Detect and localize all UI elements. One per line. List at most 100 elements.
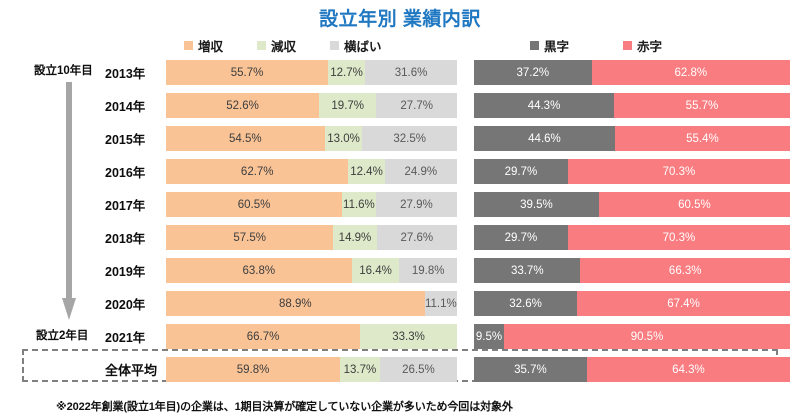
bar-segment-減収: 11.6% — [342, 192, 376, 217]
bar-segment-横ばい: 24.9% — [384, 159, 457, 184]
bar-segment-黒字: 44.6% — [474, 126, 615, 151]
bar-segment-黒字: 44.3% — [474, 93, 614, 118]
bar-segment-横ばい: 26.5% — [379, 357, 457, 382]
row-category-label: 2013年 — [105, 67, 146, 81]
bar-segment-増収: 54.5% — [166, 126, 325, 151]
stacked-bar-profit[interactable]: 44.6% 55.4% — [474, 126, 790, 151]
stacked-bar-revenue[interactable]: 54.5% 13.0% 32.5% — [166, 126, 457, 151]
chart-row: 2016年 62.7% 12.4% 24.9% 29.7% 70.3% — [0, 155, 800, 188]
bar-segment-減収: 12.4% — [348, 159, 385, 184]
legend-left: 増収 減収 横ばい — [184, 36, 464, 55]
chart-row: 全体平均 59.8% 13.7% 26.5% 35.7% 64.3% — [0, 353, 800, 386]
row-category-label: 2018年 — [105, 232, 146, 246]
axis-bottom-label: 設立2年目 — [30, 327, 88, 343]
stacked-bar-revenue[interactable]: 60.5% 11.6% 27.9% — [166, 192, 457, 217]
stacked-bar-profit[interactable]: 35.7% 64.3% — [474, 357, 790, 382]
down-arrow-icon — [62, 82, 76, 320]
legend-item-label: 赤字 — [637, 40, 663, 54]
bar-segment-赤字: 70.3% — [567, 159, 790, 184]
chart-row: 2021年 66.7% 33.3% 9.5% 90.5% — [0, 320, 800, 353]
legend-item-黒字[interactable]: 黒字 — [530, 36, 569, 55]
bar-segment-横ばい: 19.8% — [399, 258, 457, 283]
row-category-label: 2021年 — [105, 331, 146, 345]
square-swatch-icon — [330, 41, 340, 50]
bar-segment-赤字: 67.4% — [577, 291, 790, 316]
legend-item-横ばい[interactable]: 横ばい — [330, 36, 382, 55]
bar-segment-横ばい: 31.6% — [365, 60, 457, 85]
chart-rows: 2013年 55.7% 12.7% 31.6% 37.2% 62.8% 2014年 52.6%… — [0, 56, 800, 386]
bar-segment-黒字: 33.7% — [474, 258, 581, 283]
stacked-bar-revenue[interactable]: 59.8% 13.7% 26.5% — [166, 357, 457, 382]
legend-item-赤字[interactable]: 赤字 — [623, 36, 662, 55]
legend-right: 黒字 赤字 — [530, 36, 780, 55]
stacked-bar-revenue[interactable]: 63.8% 16.4% 19.8% — [166, 258, 457, 283]
bar-segment-赤字: 64.3% — [586, 357, 790, 382]
square-swatch-icon — [257, 41, 267, 50]
bar-segment-減収: 16.4% — [351, 258, 400, 283]
square-swatch-icon — [530, 41, 539, 50]
square-swatch-icon — [184, 41, 193, 50]
row-category-label: 2014年 — [105, 100, 146, 114]
stacked-bar-revenue[interactable]: 55.7% 12.7% 31.6% — [166, 60, 457, 85]
row-category-label: 2019年 — [105, 265, 146, 279]
chart-row: 2017年 60.5% 11.6% 27.9% 39.5% 60.5% — [0, 188, 800, 221]
bar-segment-赤字: 66.3% — [580, 258, 790, 283]
bar-segment-黒字: 9.5% — [474, 324, 505, 349]
bar-segment-減収: 12.7% — [328, 60, 366, 85]
bar-segment-増収: 57.5% — [166, 225, 334, 250]
row-category-label: 2015年 — [105, 133, 146, 147]
row-category-label: 2017年 — [105, 199, 146, 213]
page-title: 設立年別 業績内訳 — [319, 9, 481, 30]
bar-segment-増収: 88.9% — [166, 291, 425, 316]
bar-segment-増収: 55.7% — [166, 60, 329, 85]
stacked-bar-revenue[interactable]: 66.7% 33.3% — [166, 324, 457, 349]
row-category-label: 2016年 — [105, 166, 146, 180]
chart-row: 2015年 54.5% 13.0% 32.5% 44.6% 55.4% — [0, 122, 800, 155]
bar-segment-横ばい: 27.6% — [376, 225, 457, 250]
bar-segment-赤字: 60.5% — [598, 192, 790, 217]
chart-row: 2018年 57.5% 14.9% 27.6% 29.7% 70.3% — [0, 221, 800, 254]
row-category-label: 全体平均 — [105, 363, 158, 378]
bar-segment-横ばい: 11.1% — [424, 291, 457, 316]
bar-segment-黒字: 29.7% — [474, 159, 568, 184]
stacked-bar-profit[interactable]: 39.5% 60.5% — [474, 192, 790, 217]
stacked-bar-profit[interactable]: 9.5% 90.5% — [474, 324, 790, 349]
legend-item-label: 黒字 — [544, 40, 570, 54]
stacked-bar-profit[interactable]: 29.7% 70.3% — [474, 225, 790, 250]
square-swatch-icon — [623, 41, 633, 50]
bar-segment-増収: 63.8% — [166, 258, 352, 283]
bar-segment-増収: 60.5% — [166, 192, 343, 217]
stacked-bar-revenue[interactable]: 57.5% 14.9% 27.6% — [166, 225, 457, 250]
bar-segment-増収: 62.7% — [166, 159, 349, 184]
bar-segment-減収: 13.0% — [324, 126, 363, 151]
legend-item-label: 増収 — [198, 40, 224, 54]
stacked-bar-revenue[interactable]: 52.6% 19.7% 27.7% — [166, 93, 457, 118]
bar-segment-赤字: 55.7% — [613, 93, 790, 118]
bar-segment-減収: 33.3% — [360, 324, 457, 349]
footnote: ※2022年創業(設立1年目)の企業は、1期目決算が確定していない企業が多いため… — [56, 401, 513, 413]
chart-row: 2013年 55.7% 12.7% 31.6% 37.2% 62.8% — [0, 56, 800, 89]
bar-segment-黒字: 29.7% — [474, 225, 568, 250]
bar-segment-黒字: 35.7% — [474, 357, 587, 382]
stacked-bar-profit[interactable]: 37.2% 62.8% — [474, 60, 790, 85]
bar-segment-増収: 59.8% — [166, 357, 341, 382]
legend-item-増収[interactable]: 増収 — [184, 36, 223, 55]
bar-segment-横ばい: 27.7% — [376, 93, 457, 118]
bar-segment-黒字: 37.2% — [474, 60, 592, 85]
stacked-bar-profit[interactable]: 33.7% 66.3% — [474, 258, 790, 283]
chart-row: 2019年 63.8% 16.4% 19.8% 33.7% 66.3% — [0, 254, 800, 287]
stacked-bar-profit[interactable]: 32.6% 67.4% — [474, 291, 790, 316]
stacked-bar-revenue[interactable]: 62.7% 12.4% 24.9% — [166, 159, 457, 184]
stacked-bar-profit[interactable]: 44.3% 55.7% — [474, 93, 790, 118]
stacked-bar-profit[interactable]: 29.7% 70.3% — [474, 159, 790, 184]
legend-item-label: 横ばい — [344, 40, 382, 54]
bar-segment-増収: 52.6% — [166, 93, 320, 118]
bar-segment-赤字: 55.4% — [614, 126, 790, 151]
bar-segment-横ばい: 27.9% — [375, 192, 457, 217]
stacked-bar-revenue[interactable]: 88.9% 11.1% — [166, 291, 457, 316]
bar-segment-増収: 66.7% — [166, 324, 361, 349]
bar-segment-減収: 19.7% — [319, 93, 377, 118]
legend-item-減収[interactable]: 減収 — [257, 36, 296, 55]
bar-segment-減収: 13.7% — [340, 357, 380, 382]
bar-segment-赤字: 62.8% — [591, 60, 790, 85]
